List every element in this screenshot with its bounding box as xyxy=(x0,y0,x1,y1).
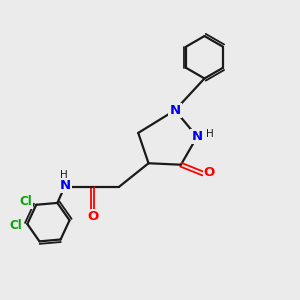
Text: N: N xyxy=(60,179,71,192)
Text: N: N xyxy=(191,130,203,143)
Text: Cl: Cl xyxy=(9,219,22,232)
Text: H: H xyxy=(60,170,68,180)
Text: O: O xyxy=(204,166,215,178)
Text: N: N xyxy=(169,104,181,117)
Text: O: O xyxy=(87,210,98,223)
Text: H: H xyxy=(206,129,214,140)
Text: Cl: Cl xyxy=(20,195,32,208)
